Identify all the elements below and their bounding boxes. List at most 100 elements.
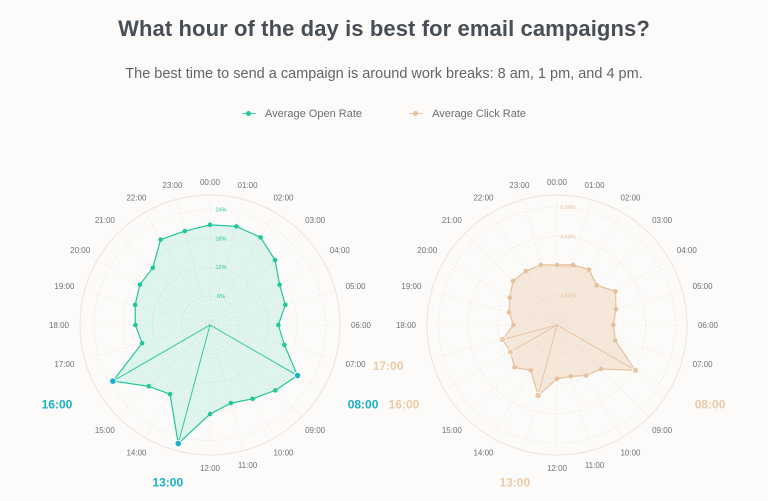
open-data-point[interactable]: [276, 322, 281, 328]
open-hour-label: 00:00: [200, 178, 221, 187]
open-peak-hour-label: 13:00: [152, 475, 183, 489]
open-data-point[interactable]: [228, 400, 234, 406]
click-data-point[interactable]: [554, 262, 560, 268]
click-hour-label: 09:00: [652, 426, 673, 435]
click-data-point[interactable]: [506, 348, 515, 356]
open-data-point[interactable]: [174, 439, 182, 448]
legend-item-open-rate[interactable]: Average Open Rate: [241, 108, 362, 120]
click-data-point[interactable]: [512, 365, 517, 370]
click-data-point[interactable]: [568, 374, 574, 379]
click-spoke: [464, 324, 558, 418]
click-data-point[interactable]: [554, 376, 560, 382]
click-spoke: [491, 212, 558, 326]
click-spoke: [556, 199, 591, 326]
legend-item-click-rate[interactable]: Average Click Rate: [409, 108, 526, 120]
open-spoke: [209, 324, 244, 451]
click-hour-label: 22:00: [473, 194, 494, 203]
open-spoke: [209, 324, 276, 438]
open-hour-label: 06:00: [351, 321, 372, 330]
open-data-point[interactable]: [293, 371, 302, 380]
click-highlight-line: [537, 324, 558, 396]
click-hour-label: 15:00: [442, 426, 463, 435]
click-data-point[interactable]: [534, 391, 542, 399]
click-hour-label: 07:00: [693, 360, 714, 369]
open-data-point[interactable]: [146, 383, 152, 389]
open-grid-ring: [94, 209, 326, 441]
click-hour-label: 12:00: [547, 464, 568, 473]
open-data-point[interactable]: [167, 391, 173, 397]
open-hour-label: 20:00: [70, 246, 91, 255]
open-hour-label: 07:00: [346, 360, 367, 369]
open-data-point[interactable]: [207, 411, 213, 417]
click-hour-label: 11:00: [585, 461, 605, 470]
click-data-point[interactable]: [594, 283, 599, 288]
open-data-point[interactable]: [132, 302, 138, 308]
open-data-point[interactable]: [182, 228, 188, 234]
click-data-point[interactable]: [498, 335, 507, 344]
click-highlight-line: [556, 324, 636, 371]
open-data-point[interactable]: [277, 282, 282, 288]
open-data-point[interactable]: [272, 257, 278, 263]
click-data-point[interactable]: [528, 368, 534, 373]
click-peak-hour-label: 08:00: [695, 398, 726, 412]
click-data-point[interactable]: [538, 262, 544, 268]
click-data-point[interactable]: [613, 288, 618, 294]
open-spoke: [97, 259, 211, 326]
click-data-point[interactable]: [507, 295, 513, 301]
click-data-point[interactable]: [583, 373, 589, 378]
open-hour-label: 17:00: [54, 360, 75, 369]
click-ring-label: 6.00%: [560, 205, 576, 211]
open-data-point[interactable]: [137, 282, 143, 287]
click-hour-label: 21:00: [442, 216, 463, 225]
open-data-point[interactable]: [139, 340, 145, 346]
open-hour-label: 10:00: [273, 448, 294, 457]
click-data-point[interactable]: [511, 322, 516, 328]
click-hour-label: 10:00: [620, 448, 641, 457]
click-data-point[interactable]: [631, 366, 640, 374]
open-data-point[interactable]: [283, 302, 288, 308]
open-data-point[interactable]: [109, 377, 117, 385]
click-peak-hour-label: 17:00: [373, 359, 404, 373]
open-grid-ring: [122, 237, 298, 413]
click-spoke: [431, 291, 558, 326]
click-spoke: [556, 324, 650, 418]
click-data-point[interactable]: [611, 322, 616, 328]
open-ring-label: 18%: [215, 236, 226, 242]
click-data-point[interactable]: [613, 306, 619, 312]
open-data-point[interactable]: [250, 396, 255, 402]
open-ring-label: 12%: [215, 265, 226, 271]
open-data-point[interactable]: [273, 388, 278, 393]
open-hour-label: 02:00: [273, 194, 294, 203]
click-data-point[interactable]: [523, 268, 529, 274]
open-spoke: [117, 232, 211, 326]
open-hour-label: 23:00: [162, 181, 183, 190]
click-spoke: [556, 324, 591, 451]
open-ring-label: 24%: [215, 207, 226, 213]
click-ring-label: 4.50%: [560, 234, 576, 240]
click-highlight-line: [502, 324, 558, 341]
click-hour-label: 05:00: [693, 282, 714, 291]
legend-swatch-click-icon: [409, 110, 424, 118]
open-data-point[interactable]: [133, 322, 138, 328]
open-data-point[interactable]: [150, 265, 156, 271]
click-data-point[interactable]: [506, 309, 512, 315]
open-data-point[interactable]: [158, 237, 163, 242]
click-data-point[interactable]: [570, 262, 576, 268]
click-data-point[interactable]: [612, 338, 618, 343]
open-spoke: [209, 324, 303, 418]
click-data-point[interactable]: [510, 278, 516, 284]
open-data-point[interactable]: [207, 222, 213, 228]
click-hour-label: 01:00: [585, 181, 606, 190]
click-ring-label: 1.50%: [560, 293, 576, 299]
click-data-point[interactable]: [586, 267, 592, 272]
click-ring-label: 3.00%: [560, 264, 576, 270]
open-data-point[interactable]: [234, 224, 239, 229]
click-grid-ring: [438, 206, 676, 444]
open-data-point[interactable]: [258, 235, 263, 240]
click-data-point[interactable]: [598, 366, 604, 372]
open-data-point[interactable]: [282, 342, 287, 348]
click-highlight-line: [510, 324, 558, 353]
open-spoke: [176, 199, 211, 326]
click-spoke: [491, 324, 558, 438]
click-hour-label: 20:00: [417, 246, 438, 255]
